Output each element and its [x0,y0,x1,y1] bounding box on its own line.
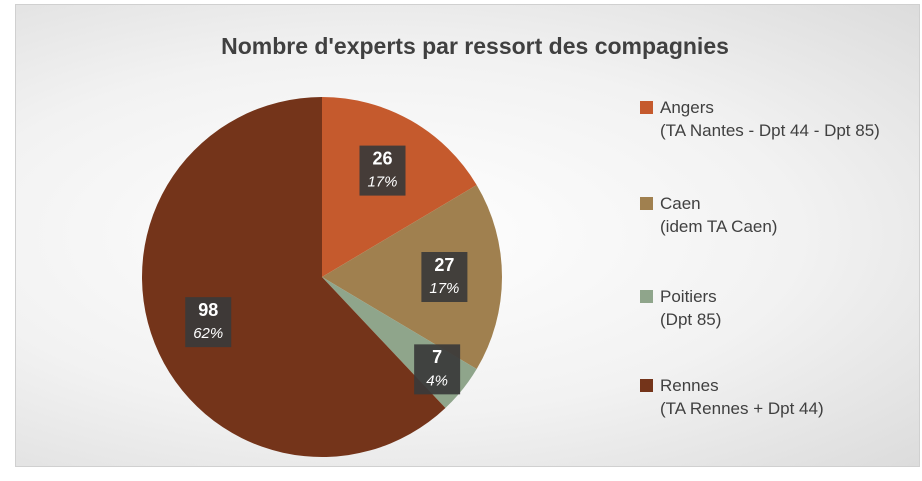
legend-label: Angers [660,98,714,117]
pie-slice [322,184,503,370]
data-label-percent: 17% [429,280,459,297]
data-label-percent: 17% [367,174,397,191]
data-label-percent: 4% [426,372,448,389]
data-label-value: 27 [434,255,454,275]
data-label-box [185,297,232,348]
legend-label: Rennes [660,376,719,395]
legend-swatch [640,379,653,392]
data-label-value: 98 [198,300,218,320]
legend-swatch [640,101,653,114]
legend-note: (TA Rennes + Dpt 44) [660,399,824,418]
legend-item: Caen (idem TA Caen) [640,192,895,238]
legend-swatch [640,197,653,210]
legend-label: Poitiers [660,287,717,306]
legend-item: Angers (TA Nantes - Dpt 44 - Dpt 85) [640,96,895,142]
data-label-box [421,252,468,302]
legend-item: Poitiers (Dpt 85) [640,285,895,331]
pie-slice [141,97,446,458]
legend-note: (Dpt 85) [660,310,722,329]
data-label-percent: 62% [193,325,223,342]
legend-swatch [640,290,653,303]
data-label-box [359,145,406,196]
legend-note: (TA Nantes - Dpt 44 - Dpt 85) [660,121,880,140]
legend-label: Caen [660,194,701,213]
data-label-value: 7 [432,347,442,367]
chart-title: Nombre d'experts par ressort des compagn… [221,33,729,59]
legend-note: (idem TA Caen) [660,217,778,236]
legend-item: Rennes (TA Rennes + Dpt 44) [640,374,895,420]
data-label-value: 26 [372,148,392,168]
data-label-box [414,344,461,395]
